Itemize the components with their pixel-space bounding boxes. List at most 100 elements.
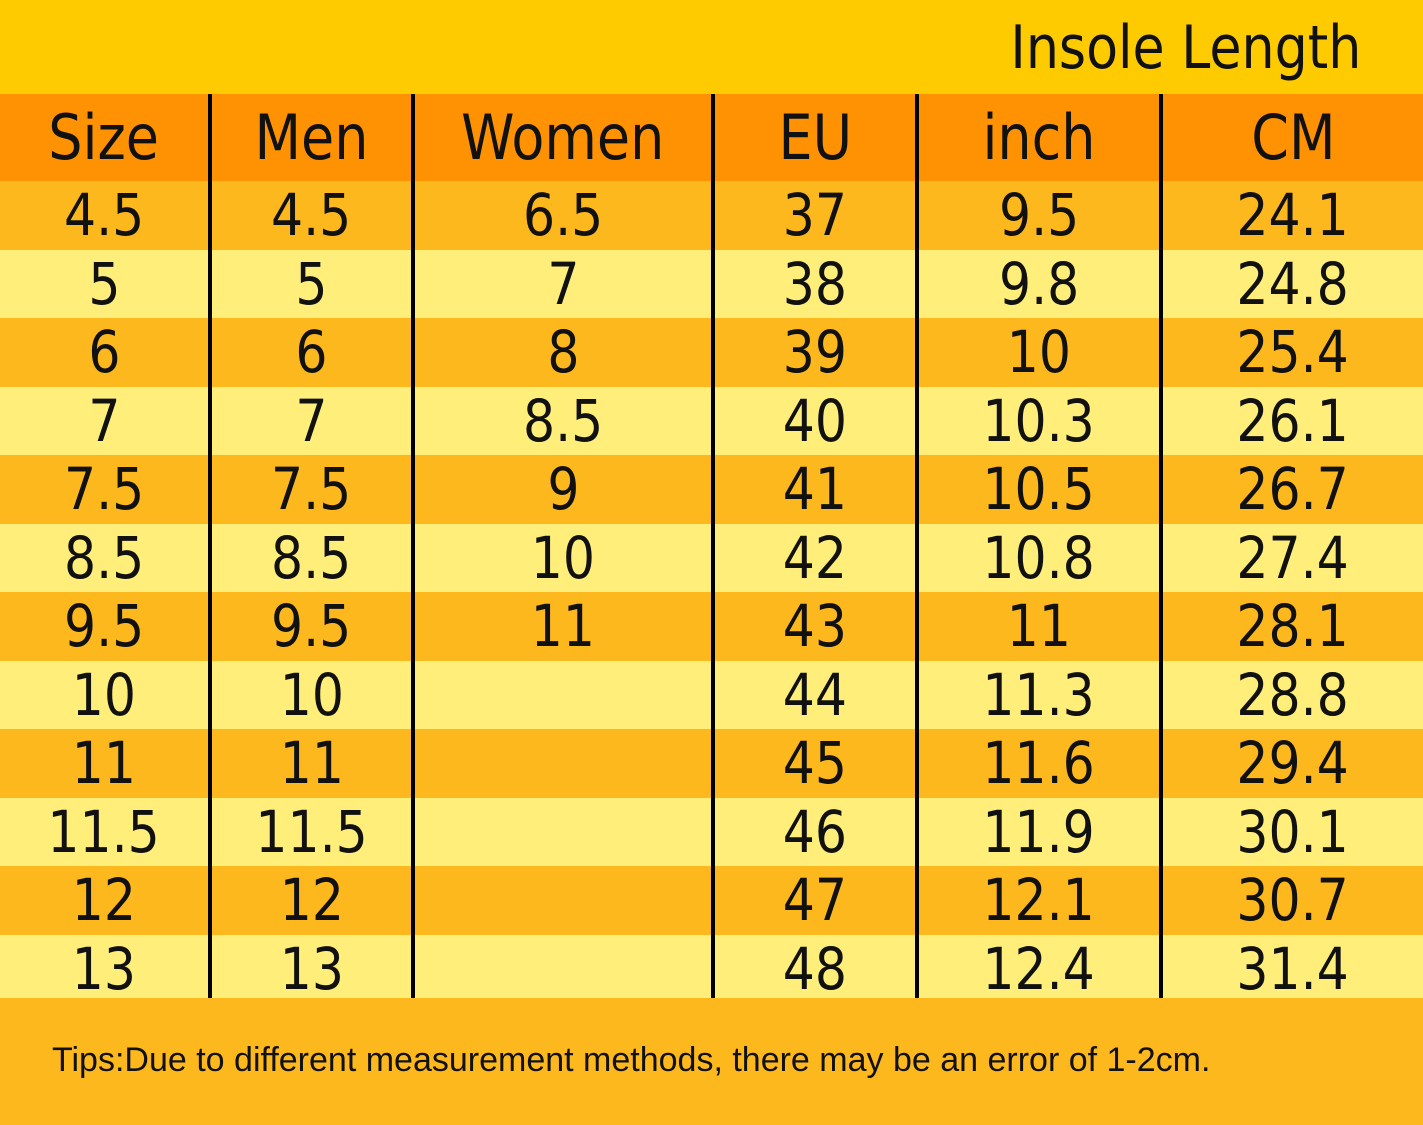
cell-inch: 10	[919, 318, 1163, 387]
cell-value: 12.4	[982, 934, 1096, 1003]
header-label: Women	[461, 101, 665, 174]
cell-inch: 10.3	[919, 386, 1163, 455]
cell-men: 11	[212, 729, 415, 798]
cell-men: 6	[212, 318, 415, 387]
cell-value: 27.4	[1236, 523, 1350, 592]
cell-value: 7.5	[63, 455, 145, 524]
cell-women: 8.5	[415, 386, 715, 455]
cell-men: 11.5	[212, 797, 415, 866]
cell-value: 43	[782, 592, 848, 661]
cell-eu: 45	[715, 729, 919, 798]
cell-value: 8	[546, 318, 580, 387]
cell-value: 10.3	[982, 386, 1096, 455]
cell-value: 11.3	[982, 660, 1096, 729]
cell-size: 7.5	[0, 455, 212, 524]
cell-value: 13	[279, 934, 344, 1003]
cell-value: 11	[530, 592, 596, 661]
cell-women: 10	[415, 523, 715, 592]
cell-inch: 11.9	[919, 797, 1163, 866]
cell-value: 9.8	[998, 249, 1080, 318]
cell-size: 6	[0, 318, 212, 387]
cell-men: 7.5	[212, 455, 415, 524]
title-bar: Insole Length	[0, 0, 1423, 94]
cell-value: 47	[782, 866, 848, 935]
cell-cm: 25.4	[1163, 318, 1423, 387]
cell-size: 5	[0, 249, 212, 318]
cell-inch: 12.4	[919, 934, 1163, 1003]
cell-value: 29.4	[1236, 729, 1350, 798]
cell-cm: 30.7	[1163, 866, 1423, 935]
cell-value: 11	[71, 729, 137, 798]
cell-women	[415, 866, 715, 935]
cell-size: 9.5	[0, 592, 212, 661]
cell-value: 37	[782, 181, 848, 250]
header-inch: inch	[919, 94, 1163, 181]
cell-men: 13	[212, 934, 415, 1003]
cell-value: 26.1	[1236, 386, 1350, 455]
cell-women	[415, 660, 715, 729]
header-men: Men	[212, 94, 415, 181]
cell-value: 28.1	[1236, 592, 1350, 661]
cell-value: 10	[530, 523, 596, 592]
cell-women: 9	[415, 455, 715, 524]
cell-men: 9.5	[212, 592, 415, 661]
cell-men: 7	[212, 386, 415, 455]
cell-value: 7.5	[271, 455, 352, 524]
cell-inch: 10.5	[919, 455, 1163, 524]
chart-title: Insole Length	[1010, 13, 1361, 83]
cell-value: 13	[71, 934, 137, 1003]
cell-men: 8.5	[212, 523, 415, 592]
cell-cm: 28.1	[1163, 592, 1423, 661]
cell-value: 28.8	[1236, 660, 1350, 729]
cell-value: 44	[782, 660, 848, 729]
cell-value: 31.4	[1236, 934, 1350, 1003]
cell-inch: 10.8	[919, 523, 1163, 592]
cell-eu: 38	[715, 249, 919, 318]
cell-women: 7	[415, 249, 715, 318]
cell-value: 26.7	[1236, 455, 1350, 524]
header-women: Women	[415, 94, 715, 181]
cell-value: 10.8	[982, 523, 1096, 592]
cell-value: 8.5	[271, 523, 352, 592]
cell-value: 10	[279, 660, 344, 729]
cell-value: 8.5	[63, 523, 145, 592]
cell-size: 13	[0, 934, 212, 1003]
cell-value: 25.4	[1236, 318, 1350, 387]
cell-value: 30.1	[1236, 797, 1350, 866]
cell-value: 5	[295, 249, 328, 318]
cell-eu: 39	[715, 318, 919, 387]
cell-value: 11.5	[255, 797, 368, 866]
cell-value: 46	[782, 797, 848, 866]
cell-value: 6.5	[522, 181, 604, 250]
cell-value: 11.5	[47, 797, 161, 866]
cell-women: 8	[415, 318, 715, 387]
cell-size: 12	[0, 866, 212, 935]
cell-eu: 41	[715, 455, 919, 524]
cell-inch: 9.5	[919, 181, 1163, 250]
cell-value: 38	[782, 249, 848, 318]
cell-value: 6	[295, 318, 328, 387]
cell-value: 9.5	[63, 592, 145, 661]
cell-women: 11	[415, 592, 715, 661]
cell-cm: 27.4	[1163, 523, 1423, 592]
cell-men: 10	[212, 660, 415, 729]
cell-inch: 11.6	[919, 729, 1163, 798]
cell-value: 11	[279, 729, 344, 798]
cell-value: 12.1	[982, 866, 1096, 935]
cell-value: 9	[546, 455, 580, 524]
cell-cm: 26.1	[1163, 386, 1423, 455]
cell-value: 5	[87, 249, 121, 318]
cell-value: 39	[782, 318, 848, 387]
header-label: EU	[778, 101, 852, 174]
cell-value: 12	[71, 866, 137, 935]
cell-value: 24.1	[1236, 181, 1350, 250]
cell-cm: 31.4	[1163, 934, 1423, 1003]
cell-value: 7	[546, 249, 580, 318]
cell-value: 7	[87, 386, 121, 455]
header-eu: EU	[715, 94, 919, 181]
size-table: Size Men Women EU inch CM 4.5 4.5 6.5 37 9.5 24.1 5 5…	[0, 94, 1423, 1003]
cell-eu: 44	[715, 660, 919, 729]
cell-inch: 11.3	[919, 660, 1163, 729]
cell-size: 8.5	[0, 523, 212, 592]
header-label: Size	[48, 101, 160, 174]
